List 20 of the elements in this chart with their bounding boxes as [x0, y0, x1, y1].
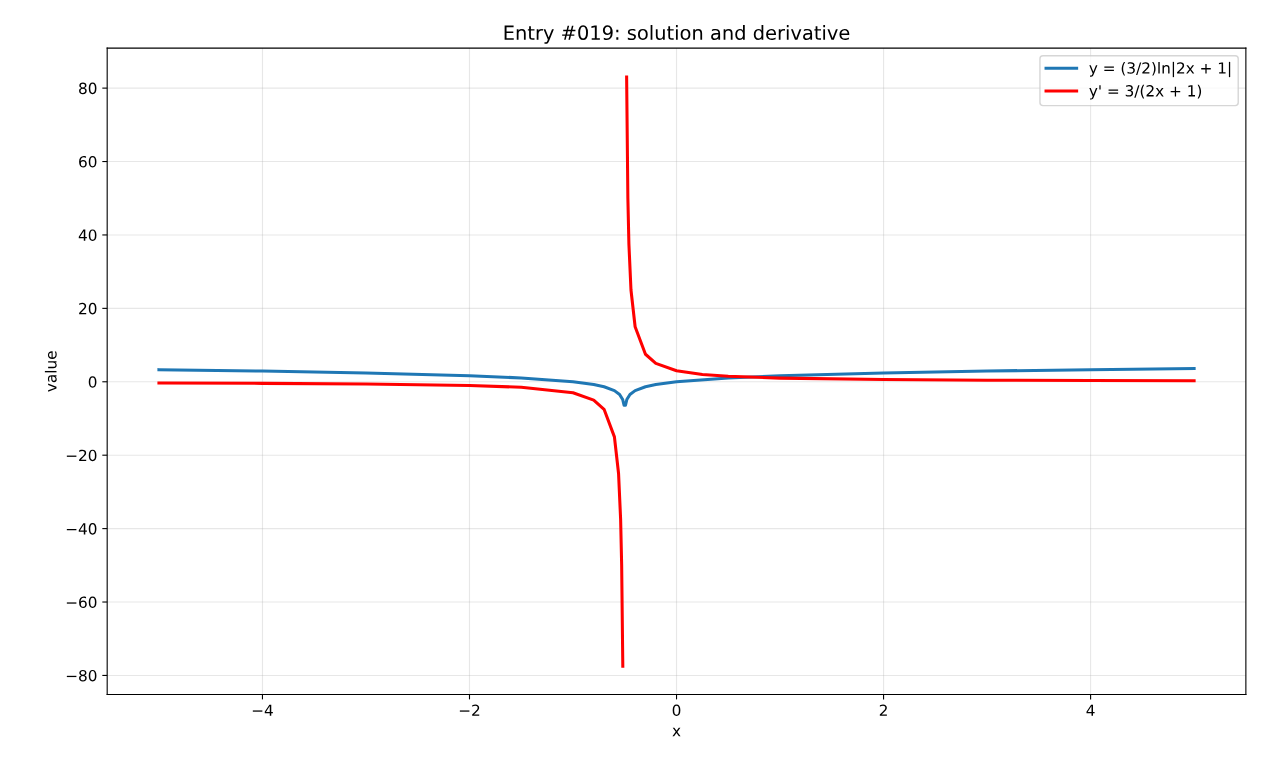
- line-series: [157, 367, 1196, 407]
- y-tick-label: 60: [79, 156, 97, 168]
- x-tick-label: 2: [879, 704, 887, 716]
- y-tick-label: −40: [66, 523, 97, 535]
- x-tick-label: 0: [672, 704, 681, 717]
- x-tick-label: 4: [1086, 704, 1095, 716]
- y-tick-label: −80: [66, 669, 97, 682]
- legend-label: y' = 3/(2x + 1): [1089, 84, 1202, 100]
- y-tick-label: 40: [78, 229, 97, 241]
- y-tick-label: 80: [79, 82, 97, 95]
- x-tick-label: −2: [459, 704, 480, 716]
- chart-title: Entry #019: solution and derivative: [504, 25, 850, 44]
- legend-label: y = (3/2)ln|2x + 1|: [1089, 61, 1231, 78]
- y-axis-title: value: [44, 351, 57, 392]
- y-tick-label: −20: [66, 449, 97, 462]
- x-axis-title: x: [672, 727, 681, 737]
- x-tick-label: −4: [252, 704, 273, 716]
- y-tick-label: 20: [79, 302, 97, 315]
- y-tick-label: 0: [88, 376, 97, 388]
- y-tick-label: −60: [66, 596, 97, 609]
